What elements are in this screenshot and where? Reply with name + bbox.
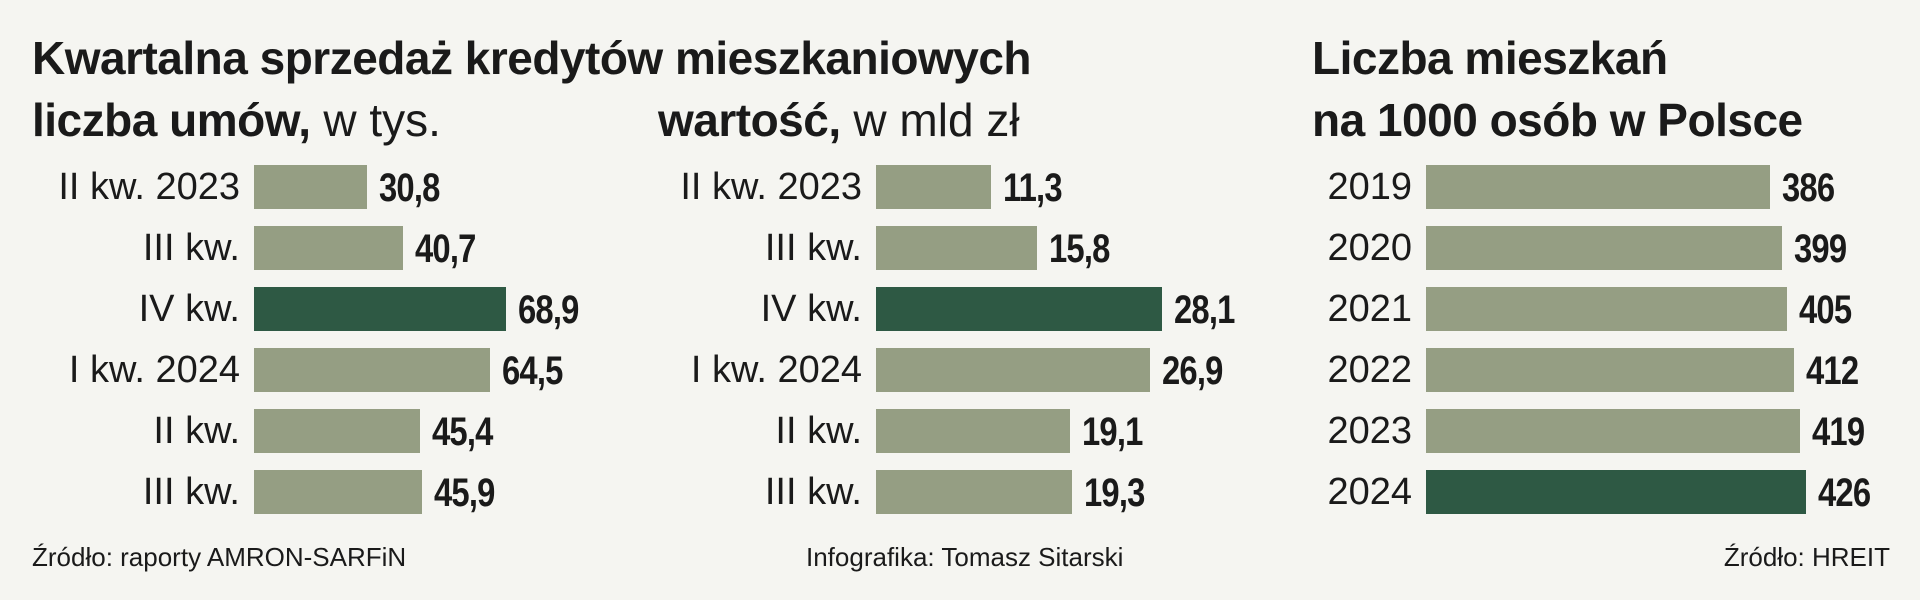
bar bbox=[254, 348, 490, 392]
chart1-subtitle-unit: w tys. bbox=[310, 94, 441, 146]
bar bbox=[254, 409, 421, 453]
bar bbox=[254, 226, 403, 270]
source-right: Źródło: HREIT bbox=[1723, 542, 1890, 572]
value-label: 15,8 bbox=[1048, 227, 1110, 271]
value-label: 45,4 bbox=[432, 410, 493, 454]
bar bbox=[1426, 165, 1771, 209]
bar bbox=[1426, 226, 1782, 270]
value-label: 399 bbox=[1793, 227, 1847, 271]
value-label: 30,8 bbox=[378, 166, 440, 210]
value-label: 19,3 bbox=[1084, 471, 1145, 515]
bar bbox=[1426, 470, 1806, 514]
category-label: 2019 bbox=[1327, 166, 1412, 208]
category-label: II kw. 2023 bbox=[58, 166, 240, 208]
bar bbox=[254, 287, 506, 331]
value-label: 40,7 bbox=[414, 227, 476, 271]
chart1-subtitle-bold: liczba umów, bbox=[32, 94, 311, 146]
bar bbox=[254, 470, 422, 514]
bar bbox=[876, 287, 1162, 331]
category-label: 2021 bbox=[1327, 288, 1412, 330]
bar bbox=[876, 470, 1073, 514]
bar bbox=[1426, 348, 1794, 392]
category-label: III kw. bbox=[764, 471, 862, 513]
value-label: 28,1 bbox=[1174, 288, 1235, 332]
category-label: IV kw. bbox=[138, 288, 240, 330]
value-label: 386 bbox=[1782, 166, 1835, 210]
value-label: 426 bbox=[1818, 471, 1871, 515]
value-label: 405 bbox=[1799, 288, 1852, 332]
value-label: 19,1 bbox=[1082, 410, 1143, 454]
chart2-subtitle-bold: wartość, bbox=[658, 94, 841, 146]
value-label: 11,3 bbox=[1003, 166, 1063, 210]
bar bbox=[1426, 409, 1800, 453]
source-left: Źródło: raporty AMRON-SARFiN bbox=[32, 542, 407, 572]
category-label: III kw. bbox=[764, 227, 862, 269]
main-title: Kwartalna sprzedaż kredytów mieszkaniowy… bbox=[32, 32, 1032, 84]
value-label: 26,9 bbox=[1161, 349, 1223, 393]
chart2-subtitle: wartość, w mld zł bbox=[658, 92, 1020, 148]
category-label: 2024 bbox=[1327, 471, 1412, 513]
category-label: IV kw. bbox=[760, 288, 862, 330]
value-label: 419 bbox=[1811, 410, 1865, 454]
bar bbox=[876, 348, 1150, 392]
category-label: III kw. bbox=[142, 227, 240, 269]
value-label: 68,9 bbox=[518, 288, 579, 332]
chart2-subtitle-unit: w mld zł bbox=[840, 94, 1020, 146]
value-label: 64,5 bbox=[501, 349, 563, 393]
category-label: 2022 bbox=[1327, 349, 1412, 391]
right-title-line2: na 1000 osób w Polsce bbox=[1312, 94, 1803, 146]
chart1-subtitle: liczba umów, w tys. bbox=[32, 92, 441, 148]
category-label: I kw. 2024 bbox=[68, 349, 240, 391]
bar bbox=[1426, 287, 1788, 331]
category-label: II kw. bbox=[153, 410, 240, 452]
bar bbox=[254, 165, 367, 209]
bar bbox=[876, 226, 1037, 270]
category-label: I kw. 2024 bbox=[690, 349, 862, 391]
credit: Infografika: Tomasz Sitarski bbox=[806, 542, 1124, 572]
bar bbox=[876, 165, 991, 209]
category-label: III kw. bbox=[142, 471, 240, 513]
value-label: 45,9 bbox=[433, 471, 495, 515]
category-label: 2020 bbox=[1327, 227, 1412, 269]
category-label: 2023 bbox=[1327, 410, 1412, 452]
category-label: II kw. 2023 bbox=[680, 166, 862, 208]
bar bbox=[876, 409, 1071, 453]
right-title-line1: Liczba mieszkań bbox=[1312, 32, 1668, 84]
value-label: 412 bbox=[1805, 349, 1859, 393]
category-label: II kw. bbox=[775, 410, 862, 452]
